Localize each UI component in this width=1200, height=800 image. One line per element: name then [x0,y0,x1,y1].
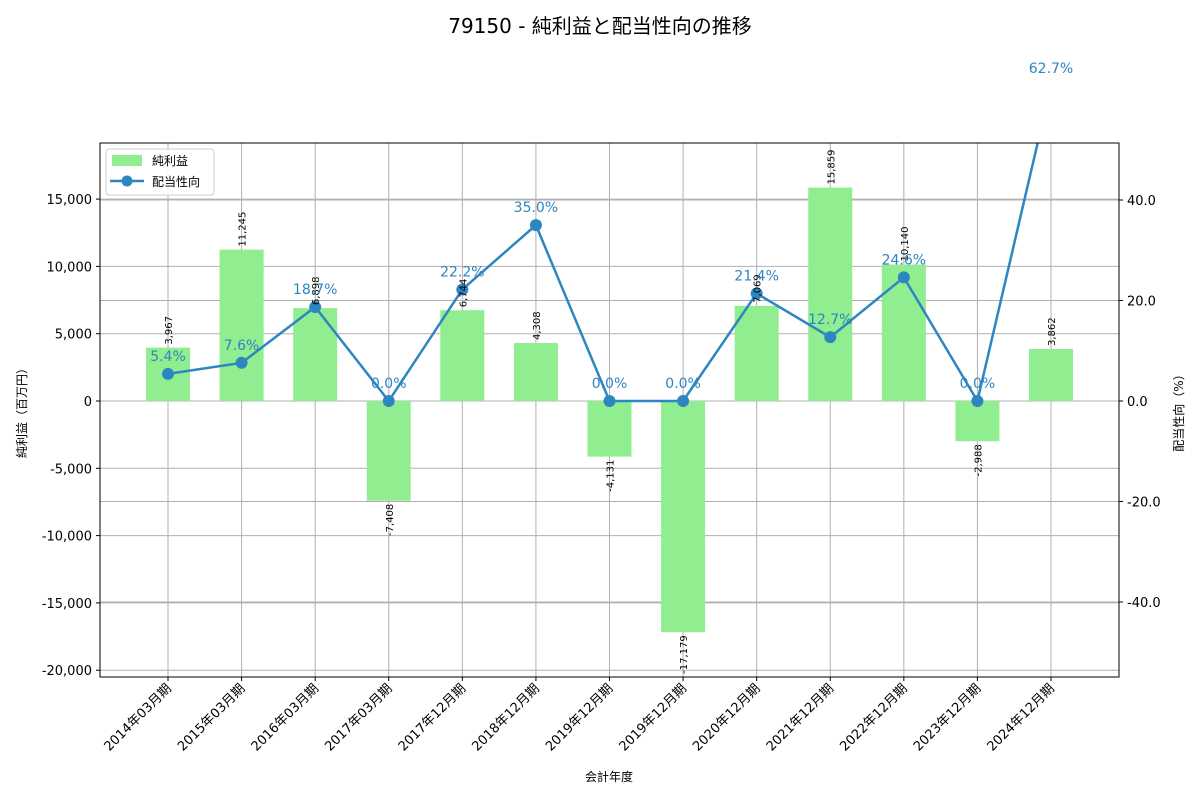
x-tick-label: 2014年03月期 [102,681,175,754]
x-tick-label: 2015年03月期 [175,681,248,754]
right-tick-label: 0.0 [1127,395,1148,410]
data-point-marker [235,356,248,369]
legend: 純利益 配当性向 [105,148,215,196]
bar-value-label: 4,308 [532,311,543,340]
bar [587,401,632,457]
bar-value-label: 11,245 [238,212,249,247]
right-tick-label: 20.0 [1127,295,1156,310]
ratio-value-label: 35.0% [514,200,558,216]
bar-value-label: -17,179 [679,635,690,674]
x-tick-label: 2022年12月期 [837,681,910,754]
data-point-marker [971,395,984,407]
bar [661,401,706,633]
data-point-marker [309,301,322,314]
bar [513,343,558,401]
ratio-value-label: 0.0% [665,376,701,392]
bar-value-label: -4,131 [606,460,617,492]
data-point-marker [677,395,690,407]
data-point-marker [824,331,837,344]
right-axis-label: 配当性向（%） [1171,368,1186,451]
data-point-marker [382,395,395,407]
bar-value-label: 3,967 [164,316,175,345]
data-point-marker [529,219,542,232]
left-tick-label: 5,000 [55,328,92,343]
ratio-value-label: 21.4% [734,268,778,284]
bar-value-label: 7,069 [753,274,764,303]
right-tick-label: 40.0 [1127,194,1156,209]
bar-series-net-income [146,187,1073,633]
left-tick-label: -15,000 [42,597,92,612]
bar-value-label: 6,898 [311,277,322,306]
x-axis-label: 会計年度 [585,769,633,784]
bar-value-label: 3,862 [1047,317,1058,346]
bar-value-label: 15,859 [826,150,837,185]
ratio-value-label: 62.7% [1029,61,1073,77]
bar [808,187,853,401]
data-point-marker [162,367,174,380]
bar-value-label: 10,140 [900,227,911,262]
ratio-value-label: 7.6% [224,338,260,354]
bar [293,308,338,401]
bar-value-label: -7,408 [385,504,396,536]
bar [440,310,485,401]
x-tick-label: 2019年12月期 [543,681,616,754]
data-point-marker [897,271,910,284]
bar [366,401,411,501]
bar-value-label: 6,744 [458,279,469,308]
ratio-value-label: 18.7% [293,282,337,298]
x-tick-label: 2024年12月期 [985,681,1058,754]
ratio-value-labels: 5.4% 7.6% 18.7% 0.0% 22.2% 35.0% 0.0% 0.0% 21.4%… [150,61,1073,392]
ratio-value-label: 12.7% [808,312,852,328]
bar-value-labels: 3,967 11,245 6,898 -7,408 6,744 4,308 -4,131 -1… [164,150,1058,674]
legend-label-net-income: 純利益 [152,154,188,168]
right-tick-label: -40.0 [1127,596,1161,611]
x-axis-ticks: 2014年03月期 2015年03月期 2016年03月期 2017年03月期 2017… [102,677,1058,755]
x-tick-label: 2017年03月期 [322,681,395,754]
bar [219,249,264,401]
left-tick-label: -5,000 [50,462,92,477]
x-tick-label: 2020年12月期 [690,681,763,754]
ratio-value-label: 0.0% [371,376,407,392]
x-tick-label: 2019年12月期 [617,681,690,754]
left-tick-label: -20,000 [42,664,92,679]
left-axis-ticks: -20,000 -15,000 -10,000 -5,000 0 5,000 10,000 1… [42,193,100,679]
right-tick-label: -20.0 [1127,496,1161,511]
ratio-value-label: 5.4% [150,349,186,365]
left-tick-label: 15,000 [47,193,93,208]
bar-value-label: -2,988 [973,444,984,476]
data-point-marker [750,287,763,300]
bar [955,401,1000,442]
right-axis-ticks: -40.0 -20.0 0.0 20.0 40.0 [1119,194,1161,611]
line-series-payout-ratio [162,143,1039,407]
x-tick-label: 2023年12月期 [911,681,984,754]
ratio-value-label: 0.0% [960,376,996,392]
left-tick-label: 0 [84,395,92,410]
left-tick-label: 10,000 [47,260,93,275]
left-tick-label: -10,000 [42,530,92,545]
x-tick-label: 2018年12月期 [469,681,542,754]
legend-bar-swatch [112,155,142,166]
ratio-value-label: 24.6% [882,252,926,268]
ratio-value-label: 22.2% [440,264,484,280]
legend-marker-icon [121,175,133,187]
bar [1029,349,1073,401]
left-axis-label: 純利益（百万円） [15,362,29,458]
chart-title: 79150 - 純利益と配当性向の推移 [448,14,752,38]
data-point-marker [456,283,469,296]
bar [881,264,926,401]
x-tick-label: 2021年12月期 [764,681,837,754]
x-tick-label: 2017年12月期 [396,681,469,754]
data-point-marker [603,395,616,407]
ratio-value-label: 0.0% [592,376,628,392]
bar [734,305,779,401]
legend-label-payout-ratio: 配当性向 [152,174,200,189]
x-tick-label: 2016年03月期 [249,681,322,754]
